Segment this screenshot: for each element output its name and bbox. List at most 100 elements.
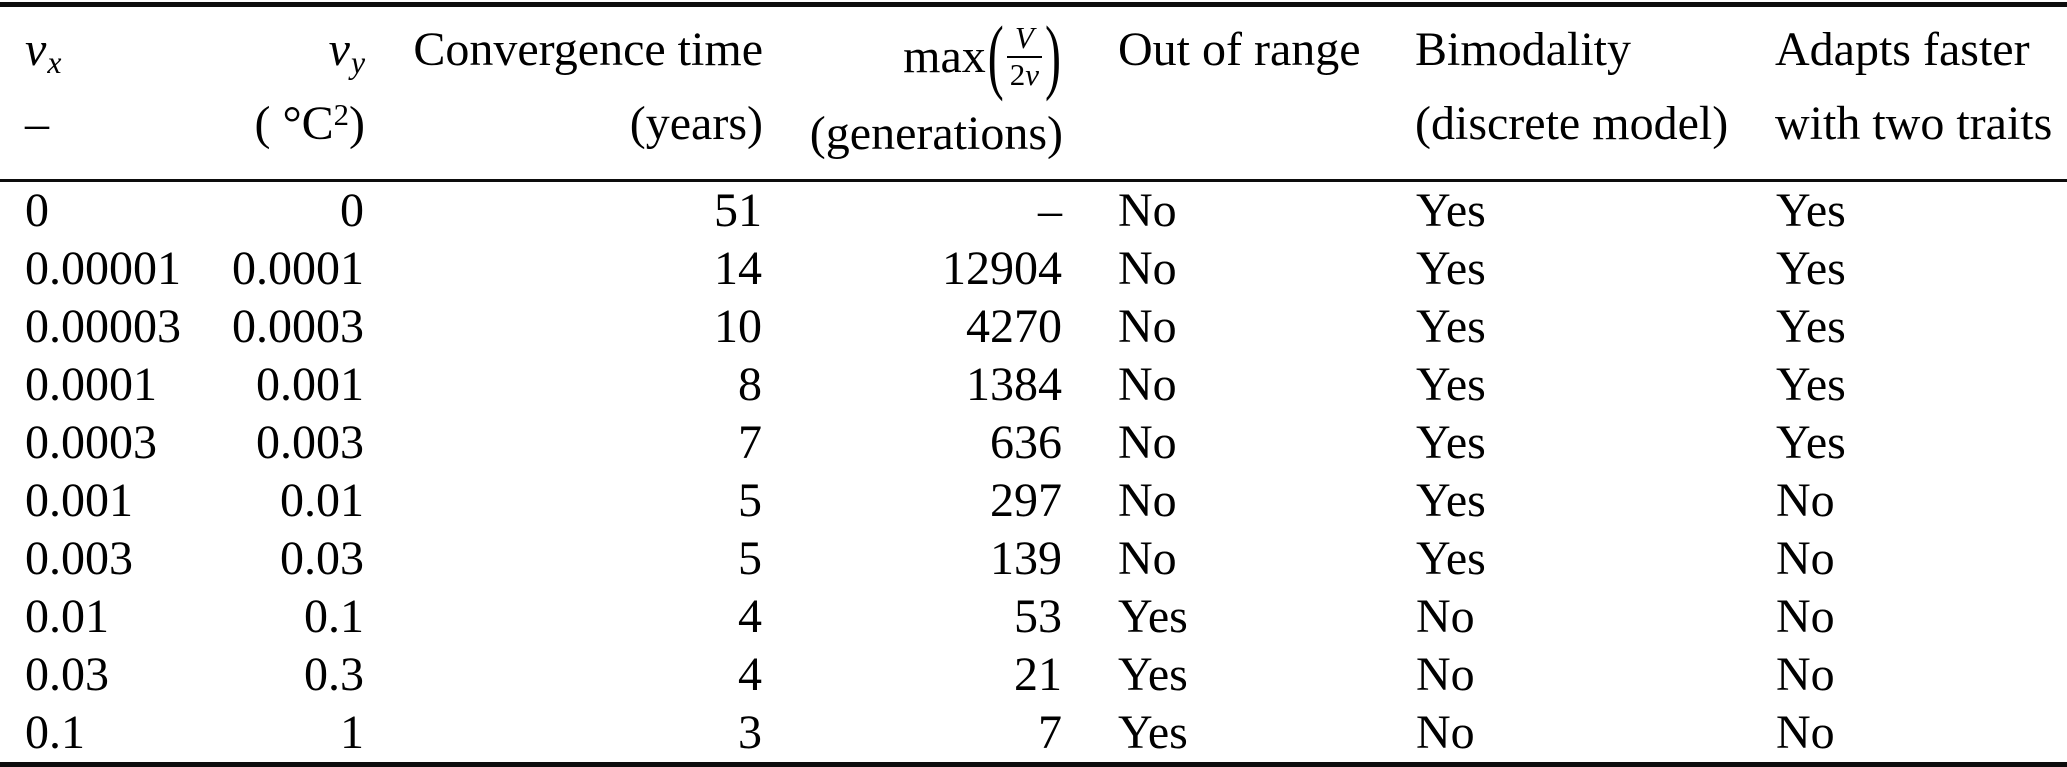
cell-nu-y: 0 <box>340 184 364 237</box>
cell-convergence-time: 5 <box>738 532 762 585</box>
column-header-out-of-range: Out of range <box>1063 4 1415 182</box>
max-unit: (generations) <box>809 107 1063 160</box>
cell-bimodality: No <box>1416 648 1475 701</box>
cell-max-v-over-2nu: – <box>1038 184 1062 237</box>
table-row: 0.03 0.3 4 21 Yes No No <box>0 646 2067 704</box>
cell-adapts-faster: No <box>1776 706 1835 759</box>
column-header-max-v-over-2nu: max ( V 2ν ) (generations) <box>763 4 1063 182</box>
cell-bimodality: Yes <box>1416 416 1486 469</box>
cell-out-of-range: No <box>1118 300 1177 353</box>
cell-adapts-faster: Yes <box>1776 416 1846 469</box>
bimodality-label: Bimodality <box>1415 23 1631 76</box>
table-body: 0 0 51– No Yes Yes 0.00001 0.0001 14 12904 No Yes Ye… <box>0 181 2067 765</box>
cell-nu-x: 0.01 <box>25 590 109 643</box>
cell-adapts-faster: No <box>1776 590 1835 643</box>
convergence-time-label: Convergence time <box>413 23 763 76</box>
cell-bimodality: Yes <box>1416 532 1486 585</box>
cell-adapts-faster: No <box>1776 474 1835 527</box>
cell-max-v-over-2nu: 7 <box>1038 706 1062 759</box>
max-expression: max ( V 2ν ) <box>763 7 1063 103</box>
table-row: 0 0 51 – No Yes Yes <box>0 181 2067 241</box>
cell-nu-y: 0.01 <box>280 474 364 527</box>
cell-out-of-range: Yes <box>1118 706 1188 759</box>
cell-nu-x: 0.03 <box>25 648 109 701</box>
cell-nu-x: 0.001 <box>25 474 133 527</box>
cell-adapts-faster: Yes <box>1776 242 1846 295</box>
cell-nu-x: 0.1 <box>25 706 85 759</box>
cell-nu-x: 0.003 <box>25 532 133 585</box>
cell-bimodality: Yes <box>1416 242 1486 295</box>
cell-adapts-faster: No <box>1776 648 1835 701</box>
cell-out-of-range: No <box>1118 474 1177 527</box>
cell-bimodality: Yes <box>1416 358 1486 411</box>
cell-bimodality: No <box>1416 706 1475 759</box>
cell-nu-y: 0.0001 <box>232 242 364 295</box>
nu-y-symbol: νy <box>328 23 365 80</box>
cell-convergence-time: 7 <box>738 416 762 469</box>
table-row: 0.003 0.03 5 139 No Yes No <box>0 530 2067 588</box>
cell-nu-y: 0.3 <box>304 648 364 701</box>
cell-out-of-range: Yes <box>1118 590 1188 643</box>
cell-adapts-faster: Yes <box>1776 358 1846 411</box>
cell-bimodality: Yes <box>1416 474 1486 527</box>
fraction-denominator: 2ν <box>1006 56 1043 93</box>
fraction-numerator: V <box>1014 20 1034 56</box>
cell-out-of-range: Yes <box>1118 648 1188 701</box>
cell-max-v-over-2nu: 139 <box>990 532 1062 585</box>
table-row: 0.001 0.01 5 297 No Yes No <box>0 472 2067 530</box>
column-header-nu-x: νx – <box>0 4 210 182</box>
cell-convergence-time: 5 <box>738 474 762 527</box>
cell-adapts-faster: No <box>1776 532 1835 585</box>
column-header-bimodality: Bimodality (discrete model) <box>1415 4 1775 182</box>
table-row: 0.0003 0.003 7 636 No Yes Yes <box>0 414 2067 472</box>
cell-nu-y: 0.0003 <box>232 300 364 353</box>
table-header: νx – νy ( °C2) Convergence time (years) … <box>0 4 2067 182</box>
cell-max-v-over-2nu: 4270 <box>966 300 1062 353</box>
cell-nu-x: 0.00001 <box>25 242 181 295</box>
column-header-nu-y: νy ( °C2) <box>210 4 365 182</box>
column-header-convergence-time: Convergence time (years) <box>365 4 763 182</box>
table-row: 0.00001 0.0001 14 12904 No Yes Yes <box>0 240 2067 298</box>
close-paren: ) <box>1045 9 1061 103</box>
open-paren: ( <box>987 9 1004 103</box>
cell-nu-x: 0.00003 <box>25 300 181 353</box>
cell-max-v-over-2nu: 1384 <box>966 358 1062 411</box>
cell-nu-y: 0.03 <box>280 532 364 585</box>
table-row: 0.1 1 3 7 Yes No No <box>0 704 2067 765</box>
cell-nu-y: 1 <box>340 706 364 759</box>
header-row: νx – νy ( °C2) Convergence time (years) … <box>0 4 2067 182</box>
cell-out-of-range: No <box>1118 358 1177 411</box>
nu-y-unit: ( °C2) <box>254 97 365 150</box>
cell-convergence-time: 3 <box>738 706 762 759</box>
cell-convergence-time: 4 <box>738 590 762 643</box>
cell-adapts-faster: Yes <box>1776 300 1846 353</box>
cell-convergence-time: 14 <box>714 242 762 295</box>
cell-nu-x: 0.0003 <box>25 416 157 469</box>
cell-max-v-over-2nu: 297 <box>990 474 1062 527</box>
fraction: V 2ν <box>1006 20 1043 93</box>
cell-max-v-over-2nu: 53 <box>1014 590 1062 643</box>
cell-out-of-range: No <box>1118 242 1177 295</box>
cell-adapts-faster: Yes <box>1776 184 1846 237</box>
nu-x-unit: – <box>25 97 49 150</box>
adapts-faster-label: Adapts faster <box>1775 23 2030 76</box>
cell-max-v-over-2nu: 636 <box>990 416 1062 469</box>
cell-bimodality: No <box>1416 590 1475 643</box>
adapts-faster-sublabel: with two traits <box>1775 97 2053 150</box>
cell-nu-x: 0.0001 <box>25 358 157 411</box>
cell-convergence-time: 4 <box>738 648 762 701</box>
table-row: 0.01 0.1 4 53 Yes No No <box>0 588 2067 646</box>
cell-convergence-time: 51 <box>714 184 762 237</box>
cell-out-of-range: No <box>1118 184 1177 237</box>
cell-nu-y: 0.1 <box>304 590 364 643</box>
table-row: 0.0001 0.001 8 1384 No Yes Yes <box>0 356 2067 414</box>
bimodality-sublabel: (discrete model) <box>1415 97 1729 150</box>
cell-out-of-range: No <box>1118 416 1177 469</box>
column-header-adapts-faster: Adapts faster with two traits <box>1775 4 2067 182</box>
cell-max-v-over-2nu: 21 <box>1014 648 1062 701</box>
cell-convergence-time: 10 <box>714 300 762 353</box>
max-operator: max <box>903 30 986 83</box>
table-row: 0.00003 0.0003 10 4270 No Yes Yes <box>0 298 2067 356</box>
